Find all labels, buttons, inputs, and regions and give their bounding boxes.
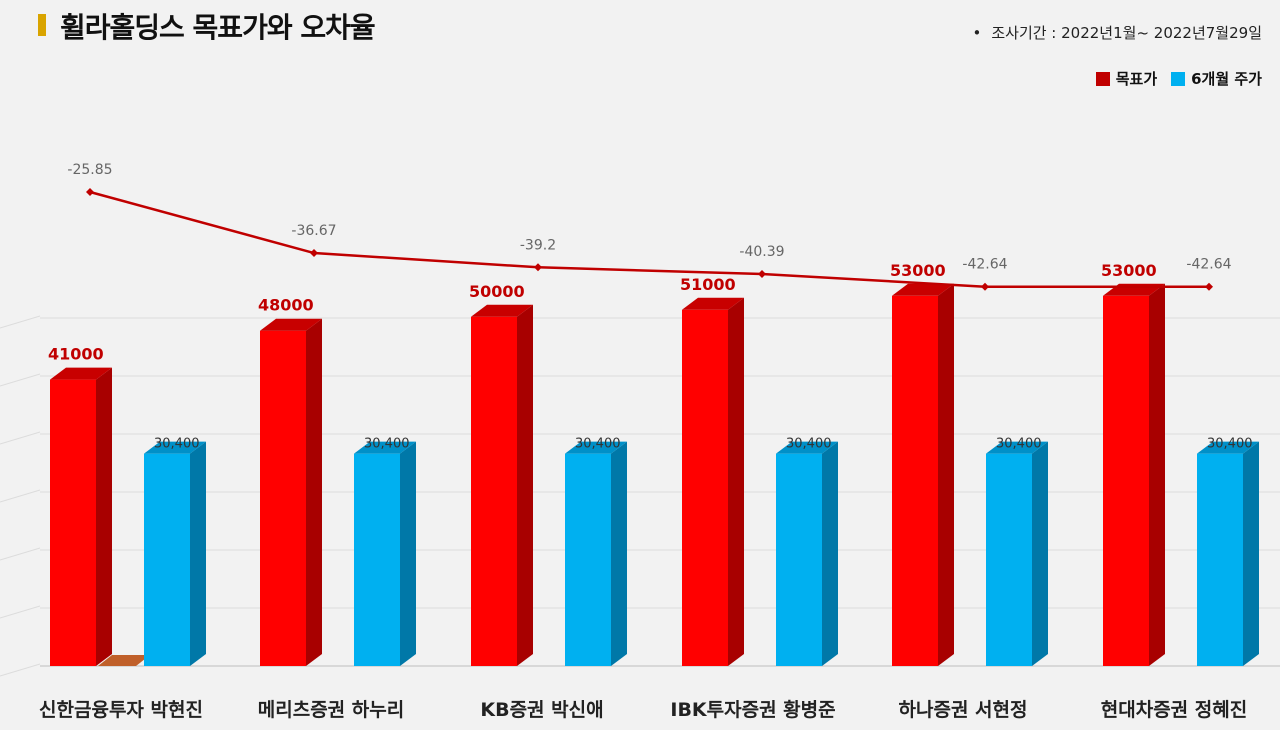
target-price-bar-side: [517, 304, 533, 666]
stock-price-bar-side: [190, 441, 206, 666]
stock-price-bar: [354, 453, 400, 666]
stock-price-bar: [144, 453, 190, 666]
stock-price-value-label: 30,400: [575, 437, 621, 452]
gridline-perspective: [0, 547, 41, 561]
stock-price-bar: [776, 453, 822, 666]
legend-label-price: 6개월 주가: [1191, 70, 1262, 88]
stock-price-bar-top: [986, 441, 1048, 454]
target-price-bar-side: [728, 297, 744, 666]
survey-period-text: 조사기간 : 2022년1월~ 2022년7월29일: [991, 24, 1262, 42]
stock-price-bar-top: [776, 441, 838, 454]
target-price-bar-top: [471, 304, 533, 317]
error-rate-line: [89, 190, 1209, 288]
survey-period: • 조사기간 : 2022년1월~ 2022년7월29일: [972, 22, 1262, 43]
gridline-perspective: [0, 431, 41, 445]
page-title: 휠라홀딩스 목표가와 오차율: [60, 11, 376, 44]
stock-price-bar-side: [611, 441, 627, 666]
stock-price-bar-side: [822, 441, 838, 666]
legend-swatch-target: [1095, 71, 1110, 86]
error-rate-marker: [310, 249, 318, 258]
target-price-bar: [892, 295, 938, 666]
target-price-bar-side: [1149, 283, 1165, 666]
target-price-bar-top: [260, 318, 322, 331]
stock-price-bar-top: [354, 441, 416, 454]
stock-price-bar-top: [565, 441, 627, 454]
error-rate-label: -42.64: [962, 257, 1007, 273]
gridline-perspective: [0, 373, 41, 387]
category-label: IBK투자증권 황병준: [670, 698, 835, 721]
error-rate-marker: [86, 188, 94, 196]
target-price-bar-top: [50, 367, 112, 380]
legend-item-price: 6개월 주가: [1171, 68, 1262, 89]
stock-price-bar: [986, 453, 1032, 666]
stock-price-bar: [1197, 453, 1243, 666]
stock-price-bar-side: [1243, 441, 1259, 666]
target-price-value-label: 50000: [469, 282, 525, 301]
stock-price-value-label: 30,400: [786, 437, 832, 452]
target-price-bar-side: [938, 283, 954, 666]
target-price-bar-side: [96, 367, 112, 666]
legend: 목표가 6개월 주가: [1095, 68, 1262, 89]
target-price-bar: [260, 330, 306, 666]
stock-price-bar-side: [1032, 441, 1048, 666]
error-rate-label: -40.39: [739, 244, 784, 260]
target-price-value-label: 41000: [48, 345, 104, 364]
error-rate-label: -25.85: [67, 162, 112, 178]
stock-price-value-label: 30,400: [996, 437, 1042, 452]
target-price-bar-top: [682, 297, 744, 310]
category-label: 현대차증권 정혜진: [1101, 699, 1247, 721]
title-accent-bar: [38, 14, 46, 36]
target-price-value-label: 48000: [258, 296, 314, 315]
stock-price-value-label: 30,400: [154, 437, 200, 452]
target-price-bar: [1103, 295, 1149, 666]
target-price-value-label: 53000: [890, 261, 946, 280]
bullet-icon: •: [972, 24, 982, 42]
legend-swatch-price: [1171, 71, 1186, 86]
stock-price-bar: [565, 453, 611, 666]
legend-item-target: 목표가: [1095, 68, 1158, 89]
target-price-bar-side: [306, 318, 322, 666]
category-label: 하나증권 서현정: [899, 699, 1028, 721]
target-price-bar: [471, 316, 517, 666]
error-rate-marker: [534, 263, 542, 272]
stock-price-bar-top: [144, 441, 206, 454]
target-price-value-label: 53000: [1101, 261, 1157, 280]
gridline-perspective: [0, 489, 41, 503]
target-price-bar: [50, 379, 96, 666]
category-label: KB증권 박신애: [480, 699, 603, 721]
category-label: 메리츠증권 하누리: [258, 699, 404, 721]
gridline-perspective: [0, 315, 41, 329]
category-label: 신한금융투자 박현진: [39, 699, 203, 721]
stock-price-bar-side: [400, 441, 416, 666]
legend-label-target: 목표가: [1115, 70, 1158, 88]
error-rate-label: -36.67: [291, 223, 336, 239]
stock-price-value-label: 30,400: [1207, 437, 1253, 452]
error-rate-marker: [981, 282, 989, 291]
error-rate-marker: [1205, 282, 1213, 291]
floor-accent-shape: [98, 655, 150, 666]
error-rate-label: -39.2: [520, 237, 556, 253]
stock-price-bar-top: [1197, 441, 1259, 454]
gridline-perspective: [0, 663, 41, 677]
stock-price-value-label: 30,400: [364, 437, 410, 452]
error-rate-marker: [758, 270, 766, 279]
error-rate-label: -42.64: [1186, 257, 1231, 273]
target-price-bar-top: [892, 283, 954, 296]
target-price-bar: [682, 309, 728, 666]
target-price-value-label: 51000: [680, 275, 736, 294]
gridline-perspective: [0, 605, 41, 619]
